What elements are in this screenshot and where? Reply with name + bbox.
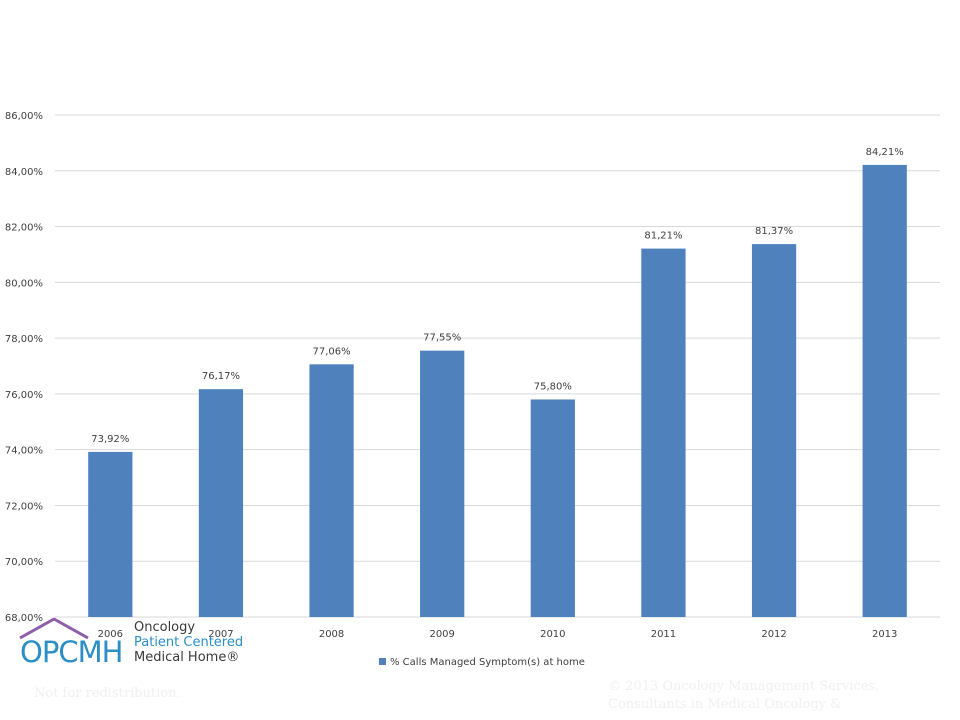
y-tick-label: 74,00% (5, 446, 43, 457)
bar-2009 (420, 350, 465, 617)
bar-2008 (309, 364, 354, 617)
legend-swatch (379, 658, 386, 665)
y-tick-label: 82,00% (5, 223, 43, 234)
x-tick-label: 2012 (761, 629, 786, 640)
opcmh-logo: OPCMH Oncology Patient Centered Medical … (18, 616, 248, 668)
logo-line-1: Oncology (134, 620, 196, 635)
y-tick-label: 86,00% (5, 111, 43, 122)
data-label: 81,21% (644, 231, 682, 242)
gridlines (55, 114, 940, 618)
data-label: 76,17% (202, 371, 240, 382)
x-tick-label: 2013 (872, 629, 897, 640)
bar-2006 (88, 451, 133, 617)
bar-2011 (641, 248, 686, 618)
bar-2012 (751, 244, 797, 617)
data-label: 77,55% (423, 333, 461, 344)
bar-2013 (862, 164, 907, 617)
bar-2010 (530, 399, 575, 617)
x-tick-label: 2006 (98, 629, 123, 640)
x-tick-label: 2008 (319, 629, 344, 640)
y-tick-label: 70,00% (5, 557, 43, 568)
x-tick-label: 2011 (651, 629, 676, 640)
house-roof-icon (19, 617, 89, 640)
y-tick-label: 76,00% (5, 390, 43, 401)
logo-line-2: Patient Centered (134, 635, 244, 650)
data-label: 81,37% (755, 226, 793, 237)
x-tick-label: 2007 (208, 629, 233, 640)
data-label: 84,21% (866, 147, 904, 158)
data-labels: 73,92% 76,17% 77,06% 77,55% 75,80% 81,21% 81,3… (91, 147, 904, 445)
data-label: 73,92% (91, 434, 129, 445)
legend: % Calls Managed Symptom(s) at home (379, 657, 585, 668)
legend-label: % Calls Managed Symptom(s) at home (390, 657, 585, 668)
y-tick-label: 68,00% (5, 613, 43, 624)
logo-mark: OPCMH (20, 635, 123, 669)
y-tick-label: 80,00% (5, 278, 43, 289)
footer-redistribution-note: Not for redistribution. (34, 686, 181, 701)
data-label: 77,06% (312, 346, 350, 357)
y-tick-label: 72,00% (5, 501, 43, 512)
x-tick-label: 2009 (429, 629, 454, 640)
y-tick-label: 84,00% (5, 167, 43, 178)
bar-2007 (198, 389, 244, 617)
y-tick-label: 78,00% (5, 334, 43, 345)
bars (88, 164, 907, 618)
y-axis-ticks: 68,00% 70,00% 72,00% 74,00% 76,00% 78,00% 80,0… (5, 111, 43, 624)
data-label: 75,80% (534, 381, 572, 392)
logo-text: Oncology Patient Centered Medical Home® (134, 620, 243, 665)
footer-copyright: © 2013 Oncology Management Services, Con… (608, 679, 880, 712)
x-axis-ticks: 2006 2007 2008 2009 2010 2011 2012 2013 (98, 629, 898, 640)
logo-line-3: Medical Home® (134, 650, 240, 665)
x-tick-label: 2010 (540, 629, 565, 640)
